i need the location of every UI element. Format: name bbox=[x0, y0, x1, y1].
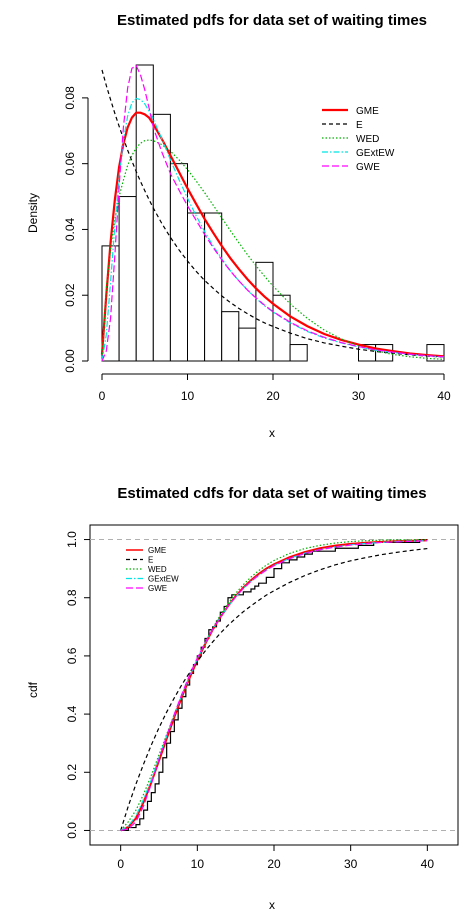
pdf-legend-label-gwe: GWE bbox=[356, 162, 380, 173]
pdf-curve-gme bbox=[100, 111, 445, 358]
cdf-y-tick-label: 0.6 bbox=[65, 647, 79, 664]
histogram-bar bbox=[187, 212, 206, 362]
pdf-legend-label-gextew: GExtEW bbox=[356, 148, 395, 159]
cdf-x-axis-label: x bbox=[269, 898, 275, 912]
histogram-bar bbox=[118, 196, 137, 362]
histogram-bar bbox=[204, 212, 223, 362]
pdf-y-axis: 0.00 0.02 0.04 0.06 0.08 bbox=[63, 86, 89, 373]
cdf-x-tick-label: 10 bbox=[191, 857, 205, 871]
pdf-x-tick-label: 0 bbox=[99, 389, 106, 403]
pdf-legend-label-wed: WED bbox=[356, 134, 379, 145]
pdf-legend: GME E WED GExtEW GWE bbox=[322, 106, 395, 173]
cdf-y-tick-label: 1.0 bbox=[65, 531, 79, 548]
pdf-chart: Estimated pdfs for data set of waiting t… bbox=[26, 12, 451, 440]
cdf-reference-lines bbox=[90, 539, 458, 831]
cdf-x-tick-label: 30 bbox=[344, 857, 358, 871]
histogram-bar bbox=[426, 344, 445, 362]
pdf-x-axis-label: x bbox=[269, 426, 275, 440]
cdf-y-tick-label: 0.0 bbox=[65, 822, 79, 839]
pdf-curves bbox=[100, 64, 445, 362]
pdf-y-tick-label: 0.00 bbox=[63, 349, 77, 373]
histogram-bar bbox=[169, 163, 188, 362]
histogram-bar bbox=[221, 311, 240, 362]
cdf-curves bbox=[120, 538, 428, 832]
pdf-histogram-bars bbox=[101, 64, 445, 362]
cdf-y-tick-label: 0.2 bbox=[65, 764, 79, 781]
pdf-x-tick-label: 20 bbox=[266, 389, 280, 403]
histogram-bar bbox=[238, 327, 257, 362]
histogram-bar bbox=[272, 294, 291, 362]
cdf-legend-label-wed: WED bbox=[148, 565, 167, 574]
cdf-x-axis: 0 10 20 30 40 bbox=[117, 845, 434, 871]
pdf-legend-label-gme: GME bbox=[356, 106, 379, 117]
pdf-legend-label-e: E bbox=[356, 120, 363, 131]
cdf-legend-label-gwe: GWE bbox=[148, 584, 167, 593]
pdf-x-axis: 0 10 20 30 40 bbox=[99, 373, 451, 403]
cdf-legend-label-gextew: GExtEW bbox=[148, 575, 179, 584]
pdf-y-tick-label: 0.02 bbox=[63, 283, 77, 307]
cdf-chart-title: Estimated cdfs for data set of waiting t… bbox=[117, 485, 426, 502]
cdf-curve-wed bbox=[120, 538, 428, 831]
pdf-chart-title: Estimated pdfs for data set of waiting t… bbox=[117, 12, 427, 29]
histogram-bar bbox=[289, 344, 308, 362]
cdf-y-axis-label: cdf bbox=[26, 681, 40, 698]
pdf-y-tick-label: 0.08 bbox=[63, 86, 77, 110]
pdf-y-tick-label: 0.06 bbox=[63, 152, 77, 176]
cdf-x-tick-label: 20 bbox=[267, 857, 281, 871]
cdf-legend-label-gme: GME bbox=[148, 546, 166, 555]
cdf-y-axis: 0.0 0.2 0.4 0.6 0.8 1.0 bbox=[65, 531, 90, 839]
pdf-x-tick-label: 10 bbox=[181, 389, 195, 403]
cdf-empirical-step-line bbox=[120, 538, 428, 832]
cdf-x-tick-label: 40 bbox=[421, 857, 435, 871]
pdf-x-tick-label: 40 bbox=[437, 389, 451, 403]
cdf-curve-gwe bbox=[120, 540, 428, 832]
cdf-x-tick-label: 0 bbox=[117, 857, 124, 871]
cdf-chart: Estimated cdfs for data set of waiting t… bbox=[26, 485, 459, 912]
cdf-y-tick-label: 0.8 bbox=[65, 589, 79, 606]
pdf-y-tick-label: 0.04 bbox=[63, 217, 77, 241]
pdf-y-axis-label: Density bbox=[26, 193, 40, 233]
pdf-x-tick-label: 30 bbox=[352, 389, 366, 403]
cdf-empirical-step bbox=[120, 538, 428, 832]
cdf-y-tick-label: 0.4 bbox=[65, 705, 79, 722]
cdf-curve-e bbox=[120, 547, 428, 831]
pdf-curve-gwe bbox=[101, 64, 445, 362]
cdf-legend-label-e: E bbox=[148, 556, 153, 565]
pdf-curve-e bbox=[101, 69, 445, 358]
histogram-bar bbox=[135, 64, 154, 362]
histogram-bar bbox=[255, 261, 274, 362]
